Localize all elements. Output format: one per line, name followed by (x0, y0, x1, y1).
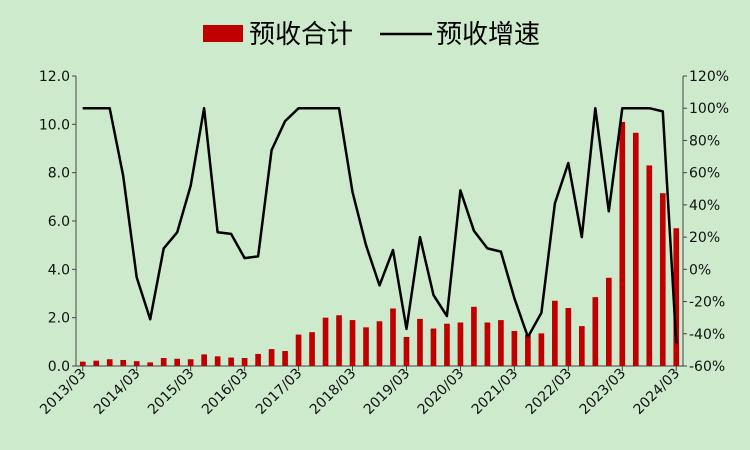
bar (632, 132, 639, 366)
y-left-tick-label: 0.0 (48, 359, 70, 375)
y-left-tick-label: 12.0 (39, 69, 70, 85)
x-tick-label: 2020/03 (415, 366, 467, 418)
y-right-tick-label: -40% (689, 327, 725, 343)
x-tick-label: 2015/03 (145, 366, 197, 418)
bar (268, 349, 275, 366)
bar (133, 361, 140, 366)
y-right-tick-label: 60% (689, 166, 720, 182)
y-left-tick-label: 4.0 (48, 262, 70, 278)
bar (241, 358, 248, 366)
bar (322, 317, 329, 366)
y-right-tick-label: -60% (689, 359, 725, 375)
y-right-tick-label: -20% (689, 295, 725, 311)
x-tick-label: 2019/03 (361, 366, 413, 418)
y-right-tick-label: 20% (689, 230, 720, 246)
bar (93, 360, 100, 366)
x-tick-label: 2021/03 (469, 366, 521, 418)
bar (444, 323, 450, 366)
legend: 预收合计 预收增速 (203, 20, 540, 50)
bar (160, 358, 167, 366)
bar (579, 326, 585, 366)
bar (605, 277, 612, 366)
bar (120, 359, 127, 366)
y-right-tick-label: 0% (689, 262, 711, 278)
y-left-tick-label: 8.0 (48, 166, 70, 182)
bar (592, 297, 599, 366)
bar (538, 333, 545, 366)
bar (349, 320, 356, 366)
bar (376, 321, 383, 366)
bar-series (79, 121, 680, 367)
y-left-tick-label: 10.0 (39, 117, 70, 133)
bar (646, 165, 653, 366)
bar (106, 359, 113, 366)
bar (147, 362, 154, 366)
growth-line (82, 106, 678, 344)
bar (295, 334, 302, 366)
bar (187, 359, 194, 366)
bar (214, 356, 221, 366)
x-tick-label: 2017/03 (253, 366, 305, 418)
y-right-tick-label: 40% (689, 198, 720, 214)
bar (525, 334, 531, 366)
legend-label-line: 预收增速 (436, 20, 540, 50)
bar (228, 357, 234, 366)
bar (403, 337, 410, 366)
bar (417, 318, 423, 366)
y-right-tick-label: 120% (689, 69, 729, 85)
y-left-tick-label: 2.0 (48, 311, 70, 327)
bar (552, 300, 558, 366)
bar (430, 328, 437, 366)
bar (363, 327, 369, 366)
bar (255, 353, 261, 366)
bar (79, 361, 86, 366)
line-series (82, 106, 678, 344)
axes: 0.0 2.0 4.0 6.0 8.0 10.0 12.0 -60% -40% -20% 0% 20%… (37, 69, 729, 418)
x-tick-label: 2018/03 (307, 366, 359, 418)
bar (484, 322, 491, 366)
x-tick-label: 2024/03 (631, 366, 683, 418)
x-tick-label: 2022/03 (523, 366, 575, 418)
bar (673, 228, 680, 366)
bar (565, 308, 572, 366)
bar (336, 315, 342, 366)
legend-label-bar: 预收合计 (249, 20, 353, 50)
bar (174, 358, 180, 366)
x-tick-label: 2014/03 (91, 366, 143, 418)
bar (471, 306, 477, 366)
x-tick-label: 2016/03 (199, 366, 251, 418)
bar (659, 193, 666, 366)
bar (201, 354, 207, 366)
bar (619, 121, 626, 367)
bar (511, 330, 518, 366)
y-right-tick-label: 80% (689, 133, 720, 149)
legend-swatch-bar (203, 25, 243, 42)
bar (457, 322, 464, 366)
bar (282, 351, 288, 366)
bar (390, 308, 396, 366)
bar (498, 320, 504, 366)
y-right-tick-label: 100% (689, 101, 729, 117)
y-left-tick-label: 6.0 (48, 214, 70, 230)
bar (309, 332, 315, 366)
x-tick-label: 2023/03 (577, 366, 629, 418)
